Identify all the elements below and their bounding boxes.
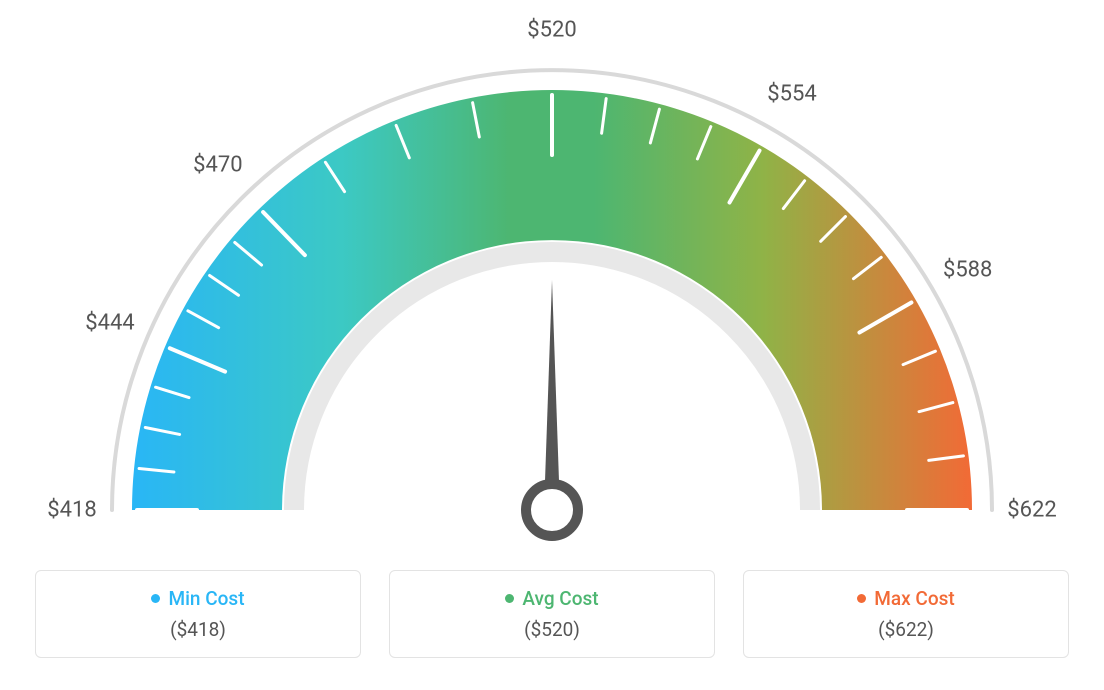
legend-row: Min Cost ($418) Avg Cost ($520) Max Cost…: [35, 570, 1069, 658]
legend-title-min: Min Cost: [168, 587, 244, 610]
tick-label: $588: [943, 258, 992, 283]
legend-title-row-max: Max Cost: [754, 587, 1058, 610]
tick-label: $622: [1007, 498, 1056, 523]
gauge-area: $418$444$470$520$554$588$622: [52, 20, 1052, 560]
legend-title-max: Max Cost: [874, 587, 954, 610]
legend-dot-max: [857, 594, 866, 603]
legend-card-max: Max Cost ($622): [743, 570, 1069, 658]
legend-card-min: Min Cost ($418): [35, 570, 361, 658]
gauge-svg: [52, 20, 1052, 560]
tick-label: $520: [527, 18, 576, 43]
legend-title-avg: Avg Cost: [522, 587, 598, 610]
tick-label: $554: [767, 82, 816, 107]
tick-label: $418: [47, 498, 96, 523]
legend-card-avg: Avg Cost ($520): [389, 570, 715, 658]
legend-dot-avg: [505, 594, 514, 603]
legend-title-row-min: Min Cost: [46, 587, 350, 610]
legend-dot-min: [151, 594, 160, 603]
tick-label: $470: [193, 153, 242, 178]
tick-label: $444: [85, 310, 134, 335]
legend-title-row-avg: Avg Cost: [400, 587, 704, 610]
gauge-chart-container: $418 $444 $470 $520 $554 $588 $622 Min Cost ($…: [0, 0, 1104, 690]
legend-value-max: ($622): [754, 618, 1058, 641]
legend-value-min: ($418): [46, 618, 350, 641]
legend-value-avg: ($520): [400, 618, 704, 641]
